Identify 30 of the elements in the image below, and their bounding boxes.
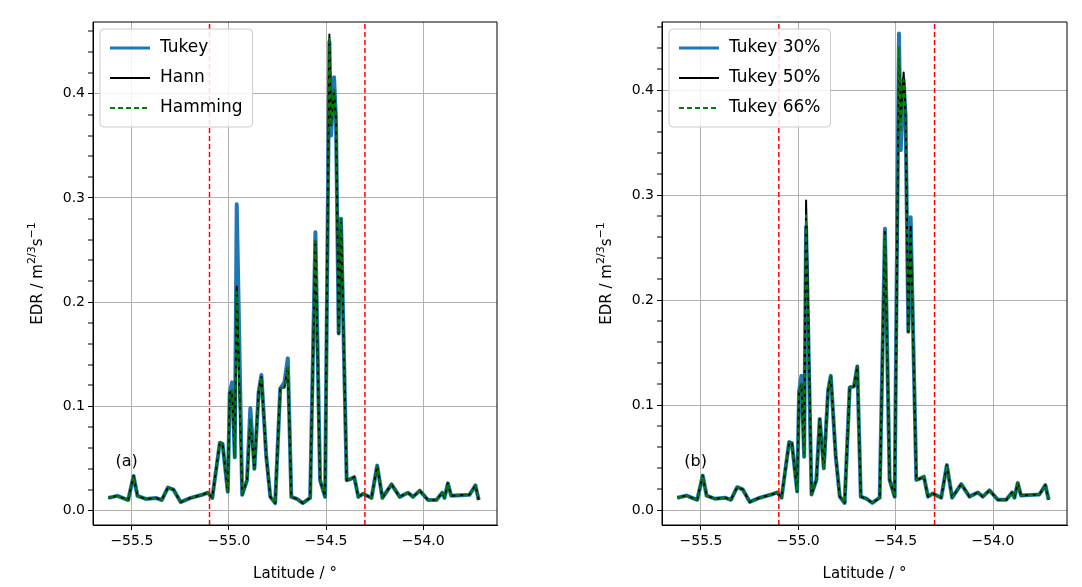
legend-label: Tukey 50% — [728, 66, 821, 87]
y-tick-label: 0.0 — [631, 500, 654, 517]
legend-label: Tukey — [159, 36, 209, 57]
y-tick-label: 0.1 — [62, 396, 85, 413]
legend-label: Hann — [160, 66, 205, 87]
x-axis-title: Latitude / ° — [253, 563, 337, 582]
annotation: (b) — [684, 451, 707, 471]
x-tick-label: −54.0 — [971, 532, 1015, 549]
y-tick-label: 0.2 — [62, 292, 85, 309]
y-tick-label: 0.3 — [631, 185, 654, 202]
legend-label: Tukey 66% — [728, 96, 821, 117]
legend-label: Tukey 30% — [728, 36, 821, 57]
y-tick-label: 0.4 — [631, 80, 655, 97]
x-tick-label: −54.5 — [874, 532, 918, 549]
legend-label: Hamming — [160, 96, 243, 117]
y-tick-label: 0.0 — [62, 501, 85, 518]
x-tick-label: −54.0 — [401, 532, 445, 549]
x-tick-label: −54.5 — [304, 532, 348, 549]
x-tick-label: −55.5 — [679, 532, 723, 549]
y-axis-title: EDR / m2/3s−1 — [594, 222, 615, 325]
y-tick-label: 0.1 — [631, 395, 654, 412]
y-tick-label: 0.4 — [62, 84, 86, 101]
x-axis-title: Latitude / ° — [822, 563, 907, 582]
y-tick-label: 0.2 — [631, 290, 654, 307]
x-tick-label: −55.0 — [207, 532, 251, 549]
x-tick-label: −55.0 — [776, 532, 820, 549]
y-axis-title: EDR / m2/3s−1 — [25, 222, 46, 325]
x-tick-label: −55.5 — [110, 532, 154, 549]
annotation: (a) — [115, 451, 138, 471]
y-tick-label: 0.3 — [62, 188, 85, 205]
